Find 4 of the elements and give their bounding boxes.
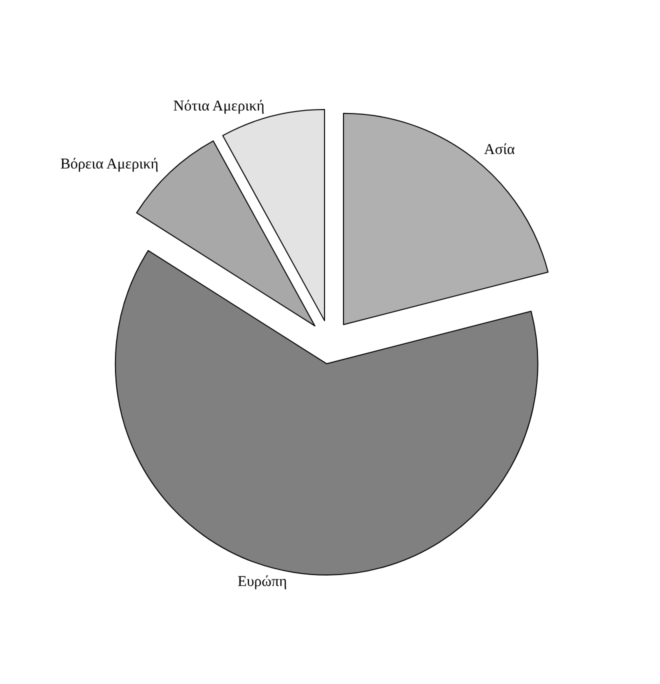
slice-label: Βόρεια Αμερική — [60, 156, 159, 173]
slice-label: Νότια Αμερική — [173, 98, 265, 114]
slice-label: Ασία — [484, 142, 516, 158]
slice-label: Ευρώπη — [238, 574, 288, 590]
